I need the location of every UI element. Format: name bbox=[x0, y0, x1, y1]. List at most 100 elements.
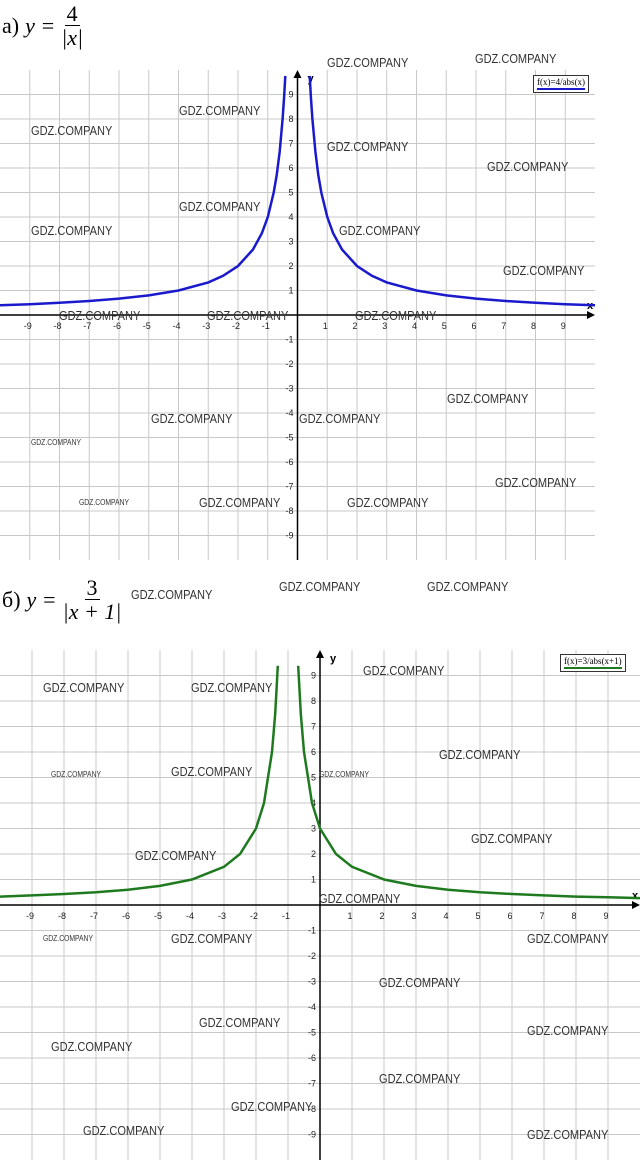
y-tick-label: 2 bbox=[311, 849, 316, 859]
watermark: GDZ.COMPANY bbox=[199, 495, 280, 510]
y-tick-label: 9 bbox=[288, 90, 293, 100]
y-tick-label: -9 bbox=[285, 531, 293, 541]
watermark: GDZ.COMPANY bbox=[191, 680, 272, 695]
x-tick-label: 9 bbox=[603, 911, 608, 921]
x-tick-label: -8 bbox=[53, 321, 61, 331]
curve bbox=[0, 75, 596, 307]
y-tick-label: 1 bbox=[288, 286, 293, 296]
y-tick-label: 6 bbox=[311, 747, 316, 757]
watermark: GDZ.COMPANY bbox=[31, 223, 112, 238]
x-tick-label: -5 bbox=[154, 911, 162, 921]
x-tick-label: -9 bbox=[26, 911, 34, 921]
y-tick-label: -1 bbox=[285, 335, 293, 345]
y-tick-label: -6 bbox=[308, 1053, 316, 1063]
y-tick-label: 4 bbox=[288, 212, 293, 222]
formula-lhs: y = bbox=[26, 586, 57, 612]
numerator: 4 bbox=[64, 1, 80, 27]
x-axis-label: x bbox=[632, 890, 639, 902]
watermark: GDZ.COMPANY bbox=[231, 1099, 312, 1114]
y-tick-label: -5 bbox=[308, 1028, 316, 1038]
watermark: GDZ.COMPANY bbox=[327, 139, 408, 154]
watermark: GDZ.COMPANY bbox=[503, 263, 584, 278]
y-axis-arrow bbox=[293, 70, 302, 78]
y-tick-label: -6 bbox=[285, 457, 293, 467]
x-tick-label: 4 bbox=[443, 911, 448, 921]
watermark: GDZ.COMPANY bbox=[495, 475, 576, 490]
y-tick-label: -8 bbox=[285, 506, 293, 516]
legend-swatch bbox=[537, 88, 586, 90]
watermark: GDZ.COMPANY bbox=[199, 1015, 280, 1030]
y-tick-label: -9 bbox=[308, 1130, 316, 1140]
watermark: GDZ.COMPANY bbox=[319, 891, 400, 906]
x-tick-label: 2 bbox=[352, 321, 357, 331]
legend: f(x)=4/abs(x) bbox=[533, 75, 590, 93]
y-tick-label: -3 bbox=[285, 384, 293, 394]
watermark: GDZ.COMPANY bbox=[527, 931, 608, 946]
watermark: GDZ.COMPANY bbox=[347, 495, 428, 510]
watermark: GDZ.COMPANY bbox=[31, 437, 81, 447]
watermark: GDZ.COMPANY bbox=[51, 769, 101, 779]
x-tick-label: 7 bbox=[539, 911, 544, 921]
x-tick-label: -6 bbox=[122, 911, 130, 921]
y-axis-arrow bbox=[316, 650, 324, 658]
y-tick-label: 5 bbox=[311, 773, 316, 783]
y-tick-label: 3 bbox=[311, 824, 316, 834]
x-tick-label: 6 bbox=[507, 911, 512, 921]
x-tick-label: -7 bbox=[90, 911, 98, 921]
y-tick-label: -2 bbox=[285, 359, 293, 369]
x-tick-label: -1 bbox=[282, 911, 290, 921]
watermark: GDZ.COMPANY bbox=[379, 975, 460, 990]
y-tick-label: -3 bbox=[308, 977, 316, 987]
watermark: GDZ.COMPANY bbox=[83, 1123, 164, 1138]
x-tick-label: -3 bbox=[202, 321, 210, 331]
denominator: |x + 1| bbox=[62, 599, 122, 625]
watermark: GDZ.COMPANY bbox=[355, 308, 436, 323]
y-tick-label: 6 bbox=[288, 163, 293, 173]
y-tick-label: 3 bbox=[288, 237, 293, 247]
x-tick-label: 3 bbox=[411, 911, 416, 921]
watermark: GDZ.COMPANY bbox=[179, 103, 260, 118]
fraction: 3 |x + 1| bbox=[63, 576, 122, 623]
legend-label: f(x)=4/abs(x) bbox=[537, 77, 586, 87]
y-tick-label: -4 bbox=[285, 408, 293, 418]
y-tick-label: -1 bbox=[308, 926, 316, 936]
y-axis-label: y bbox=[330, 653, 337, 665]
formula: б) y = 3 |x + 1| bbox=[2, 576, 121, 623]
watermark: GDZ.COMPANY bbox=[439, 747, 520, 762]
x-tick-label: 7 bbox=[501, 321, 506, 331]
x-tick-label: 5 bbox=[475, 911, 480, 921]
y-tick-label: 1 bbox=[311, 875, 316, 885]
formula-label: б) bbox=[2, 586, 21, 612]
y-tick-label: -8 bbox=[308, 1104, 316, 1114]
watermark: GDZ.COMPANY bbox=[339, 223, 420, 238]
x-axis-arrow bbox=[632, 901, 640, 909]
x-tick-label: 6 bbox=[471, 321, 476, 331]
x-tick-label: -6 bbox=[113, 321, 121, 331]
watermark: GDZ.COMPANY bbox=[327, 55, 408, 70]
watermark: GDZ.COMPANY bbox=[527, 1023, 608, 1038]
watermark: GDZ.COMPANY bbox=[447, 391, 528, 406]
watermark: GDZ.COMPANY bbox=[475, 51, 556, 66]
denominator: |x| bbox=[61, 25, 84, 51]
formula-lhs: y = bbox=[25, 12, 56, 38]
formula-label: а) bbox=[2, 12, 20, 38]
watermark: GDZ.COMPANY bbox=[51, 1039, 132, 1054]
x-tick-label: 9 bbox=[561, 321, 566, 331]
y-tick-label: 4 bbox=[311, 798, 316, 808]
y-tick-label: 7 bbox=[311, 722, 316, 732]
x-tick-label: 8 bbox=[531, 321, 536, 331]
x-tick-label: -3 bbox=[218, 911, 226, 921]
x-tick-label: 3 bbox=[382, 321, 387, 331]
x-tick-label: -4 bbox=[186, 911, 194, 921]
watermark: GDZ.COMPANY bbox=[171, 931, 252, 946]
numerator: 3 bbox=[84, 575, 100, 601]
x-tick-label: -7 bbox=[83, 321, 91, 331]
y-tick-label: 9 bbox=[311, 671, 316, 681]
legend: f(x)=3/abs(x+1) bbox=[560, 654, 626, 672]
watermark: GDZ.COMPANY bbox=[279, 579, 360, 594]
legend-swatch bbox=[564, 667, 622, 669]
y-tick-label: -4 bbox=[308, 1002, 316, 1012]
x-tick-label: -9 bbox=[24, 321, 32, 331]
x-tick-label: 8 bbox=[571, 911, 576, 921]
